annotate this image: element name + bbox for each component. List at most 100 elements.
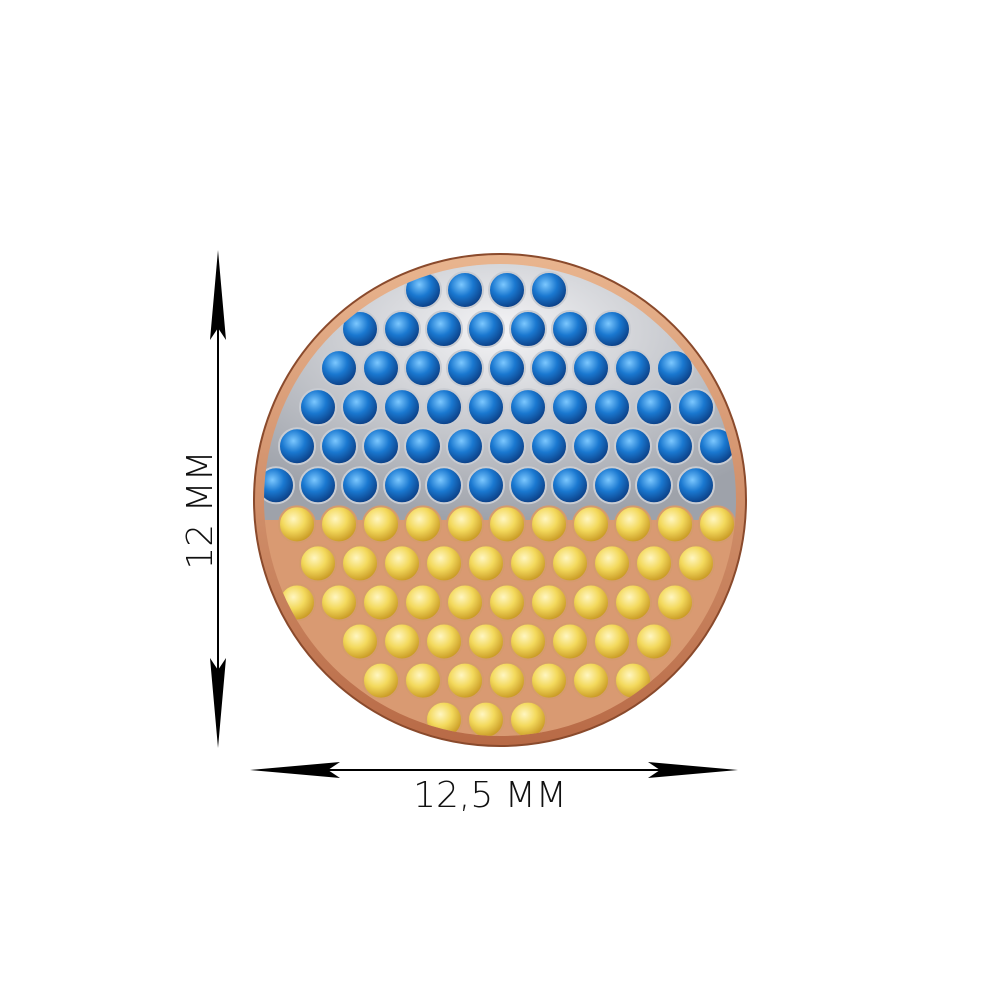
- gem: [656, 505, 694, 544]
- gem: [467, 700, 505, 736]
- width-arrow: [250, 762, 738, 778]
- gem: [278, 427, 316, 466]
- gem: [341, 466, 379, 505]
- gem: [362, 661, 400, 700]
- gem: [425, 466, 463, 505]
- gem: [299, 466, 337, 505]
- gem: [320, 349, 358, 388]
- gem: [551, 466, 589, 505]
- gem: [635, 544, 673, 583]
- gem: [446, 583, 484, 622]
- gem: [404, 427, 442, 466]
- gem: [614, 427, 652, 466]
- gem: [362, 427, 400, 466]
- gem: [488, 661, 526, 700]
- gem: [341, 622, 379, 661]
- gem: [530, 583, 568, 622]
- gem: [593, 310, 631, 349]
- gem: [383, 544, 421, 583]
- gem: [635, 466, 673, 505]
- gem: [467, 544, 505, 583]
- gem: [656, 427, 694, 466]
- gem: [572, 661, 610, 700]
- gem: [635, 388, 673, 427]
- gem: [383, 388, 421, 427]
- gem: [446, 349, 484, 388]
- gem: [446, 271, 484, 309]
- gem: [635, 622, 673, 661]
- gem: [551, 544, 589, 583]
- gem: [341, 388, 379, 427]
- gem: [467, 466, 505, 505]
- gem: [488, 583, 526, 622]
- gem: [320, 583, 358, 622]
- gem: [446, 505, 484, 544]
- gem: [425, 544, 463, 583]
- gem: [530, 271, 568, 309]
- gem: [488, 271, 526, 309]
- gem: [572, 583, 610, 622]
- gem: [404, 505, 442, 544]
- gem: [614, 583, 652, 622]
- gem: [572, 349, 610, 388]
- gem: [509, 388, 547, 427]
- gem: [425, 388, 463, 427]
- gem: [488, 349, 526, 388]
- gem: [551, 388, 589, 427]
- gem: [656, 583, 694, 622]
- gem: [404, 349, 442, 388]
- gem: [299, 544, 337, 583]
- gem: [530, 427, 568, 466]
- gem: [530, 661, 568, 700]
- gem: [593, 544, 631, 583]
- gem: [572, 505, 610, 544]
- gem: [551, 310, 589, 349]
- gem: [320, 427, 358, 466]
- gem-set: [264, 271, 736, 736]
- gem: [264, 466, 295, 505]
- gem: [509, 700, 547, 736]
- gem: [278, 505, 316, 544]
- gem: [572, 427, 610, 466]
- gem: [404, 583, 442, 622]
- gem: [341, 544, 379, 583]
- gem: [467, 310, 505, 349]
- width-label: 12,5 MM: [413, 775, 567, 816]
- height-label: 12 MM: [180, 450, 221, 569]
- gem: [362, 505, 400, 544]
- gem: [425, 310, 463, 349]
- gem: [341, 310, 379, 349]
- gem: [404, 661, 442, 700]
- gem: [656, 349, 694, 388]
- gem: [383, 622, 421, 661]
- gem: [446, 661, 484, 700]
- gem: [383, 310, 421, 349]
- gem: [677, 466, 715, 505]
- gem: [509, 466, 547, 505]
- height-arrow: [210, 250, 226, 748]
- gem: [467, 622, 505, 661]
- gem: [446, 427, 484, 466]
- gem: [467, 388, 505, 427]
- gem: [593, 388, 631, 427]
- gem: [362, 349, 400, 388]
- gem: [488, 505, 526, 544]
- gem: [509, 622, 547, 661]
- gem: [362, 583, 400, 622]
- gem: [551, 622, 589, 661]
- gem: [614, 505, 652, 544]
- gem: [677, 388, 715, 427]
- gem: [593, 622, 631, 661]
- gem: [677, 544, 715, 583]
- gem: [488, 427, 526, 466]
- gem: [530, 505, 568, 544]
- gem: [698, 505, 736, 544]
- gem: [320, 505, 358, 544]
- gem: [299, 388, 337, 427]
- gem: [425, 622, 463, 661]
- gem: [383, 466, 421, 505]
- gem: [614, 349, 652, 388]
- gem: [509, 310, 547, 349]
